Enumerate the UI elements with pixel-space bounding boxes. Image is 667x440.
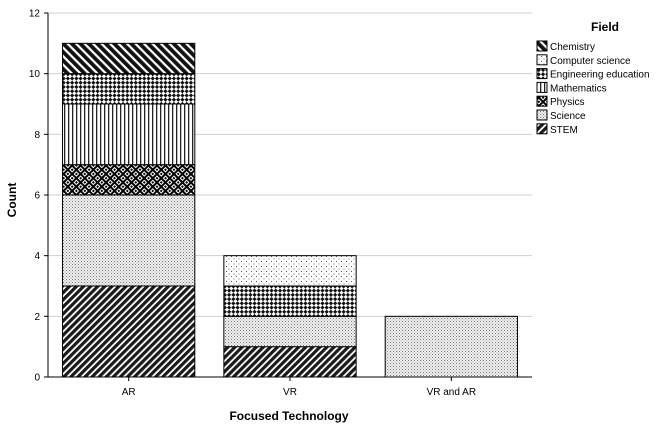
legend-swatch <box>536 95 548 107</box>
legend-swatch <box>536 40 548 52</box>
x-tick-label: VR and AR <box>427 387 476 398</box>
legend-label: Science <box>550 111 586 122</box>
bar-segment-stem <box>223 346 357 378</box>
x-tick-labels: AR VR VR and AR <box>122 377 476 398</box>
y-tick-labels: 0 2 4 6 8 10 12 <box>29 9 48 384</box>
legend-swatch <box>536 81 548 93</box>
y-tick-label: 8 <box>34 130 40 141</box>
y-tick-label: 12 <box>29 9 41 20</box>
x-tick-label: VR <box>283 387 297 398</box>
bar-segment-engineering-education <box>223 285 357 317</box>
legend: Field Chemistry Computer science Engineeri… <box>536 20 650 136</box>
y-tick-label: 10 <box>29 69 41 80</box>
legend-label: Physics <box>550 97 584 108</box>
legend-label: Engineering education <box>550 70 650 81</box>
bar-segment-mathematics <box>62 103 196 166</box>
legend-swatch <box>536 109 548 121</box>
x-axis-title: Focused Technology <box>229 409 348 423</box>
y-tick-label: 6 <box>34 191 40 202</box>
y-axis-title: Count <box>5 183 19 218</box>
bar-segment-stem <box>62 285 196 378</box>
y-tick-label: 4 <box>34 251 40 262</box>
legend-swatch <box>536 54 548 66</box>
x-tick-label: AR <box>122 387 136 398</box>
bar-segment-physics <box>62 164 196 196</box>
legend-swatch <box>536 123 548 135</box>
y-tick-label: 0 <box>34 373 40 384</box>
bar-segment-engineering-education <box>62 73 196 105</box>
legend-label: Computer science <box>550 56 631 67</box>
bar-segment-science <box>384 315 518 378</box>
bar-segment-chemistry <box>62 42 196 75</box>
legend-title: Field <box>591 20 619 34</box>
bars <box>62 42 518 378</box>
legend-label: Mathematics <box>550 83 607 94</box>
legend-label: Chemistry <box>550 42 595 53</box>
legend-label: STEM <box>550 125 578 136</box>
bar-segment-science <box>223 315 357 348</box>
bar-segment-science <box>62 194 196 287</box>
legend-swatch <box>536 68 548 80</box>
bar-segment-computer-science <box>223 255 357 287</box>
y-tick-label: 2 <box>34 312 40 323</box>
